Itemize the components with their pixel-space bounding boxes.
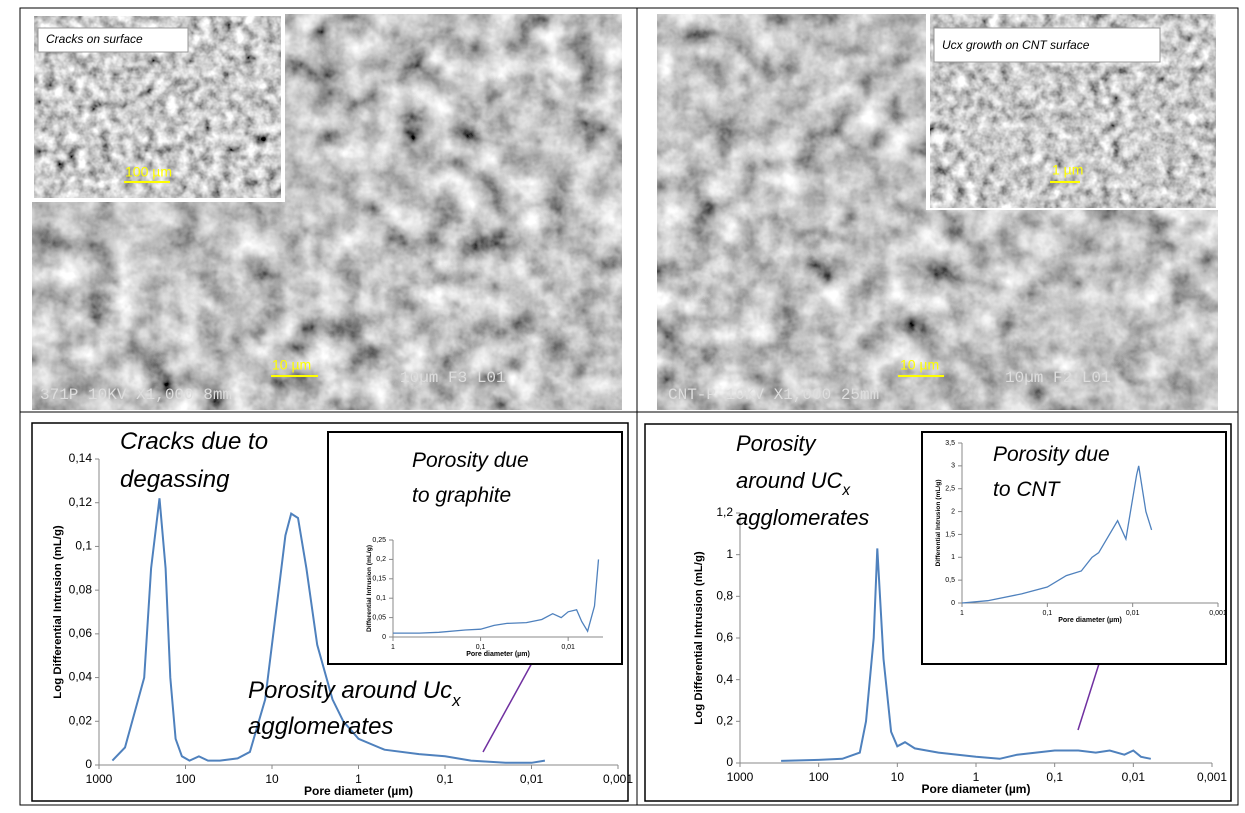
annotation-text: to graphite	[412, 484, 511, 507]
annotation-text: Porosity due	[412, 449, 529, 472]
x-tick-label: 0,001	[1209, 610, 1227, 617]
y-tick-label: 0,02	[69, 713, 93, 727]
inset-label: Cracks on surface	[46, 32, 143, 46]
annotation: agglomerates	[736, 505, 869, 530]
x-tick-label: 10	[891, 770, 905, 784]
y-axis-label: Differential Intrusion (mL/g)	[935, 479, 942, 566]
annotation-text: agglomerates	[248, 713, 393, 740]
annotation-text: degassing	[120, 466, 230, 493]
sem-footer: 10µm F3 L01	[400, 369, 506, 387]
sem-footer: 10µm F2 L01	[1005, 369, 1111, 387]
annotation-text: agglomerates	[736, 505, 869, 530]
y-tick-label: 0,2	[716, 714, 733, 728]
y-tick-label: 0,5	[945, 577, 955, 584]
y-tick-label: 0,08	[69, 582, 93, 596]
annotation-subscript: x	[841, 482, 851, 499]
annotation-text: Porosity due	[993, 443, 1110, 466]
y-tick-label: 1,5	[945, 531, 955, 538]
annotation-text: Cracks due to	[120, 428, 268, 455]
y-tick-label: 0,14	[69, 451, 93, 465]
x-tick-label: 0,01	[520, 772, 544, 786]
x-tick-label: 0,001	[1197, 770, 1227, 784]
sem-footer: CNT-P 10KV X1,000 25mm	[668, 386, 879, 404]
x-tick-label: 1000	[86, 772, 113, 786]
y-axis-label: Log Differential Intrusion (mL/g)	[52, 525, 64, 699]
y-tick-label: 0,05	[372, 614, 386, 621]
y-tick-label: 3	[951, 463, 955, 470]
annotation: Porosity due	[412, 449, 529, 472]
x-axis-label: Pore diameter (µm)	[466, 651, 530, 658]
figure: Cracks on surface 100 µm 10 µm 371P 10KV…	[0, 0, 1245, 808]
x-tick-label: 0,1	[476, 644, 486, 651]
inset-frame	[922, 432, 1226, 664]
y-tick-label: 0,1	[376, 595, 386, 602]
x-axis-label: Pore diameter (µm)	[922, 782, 1031, 796]
annotation: Porosity	[736, 431, 817, 456]
x-tick-label: 0,1	[1042, 610, 1052, 617]
x-tick-label: 1	[960, 610, 964, 617]
y-tick-label: 1	[726, 547, 733, 561]
annotation: degassing	[120, 466, 230, 493]
y-tick-label: 0	[951, 600, 955, 607]
x-tick-label: 0,01	[1122, 770, 1146, 784]
annotation: Porosity due	[993, 443, 1110, 466]
y-tick-label: 0,8	[716, 589, 733, 603]
y-tick-label: 0,15	[372, 576, 386, 583]
y-tick-label: 0,6	[716, 630, 733, 644]
y-tick-label: 0	[382, 634, 386, 641]
y-tick-label: 1	[951, 554, 955, 561]
x-tick-label: 0,1	[1046, 770, 1063, 784]
annotation-subscript: x	[451, 691, 461, 710]
x-tick-label: 1	[391, 644, 395, 651]
annotation: to graphite	[412, 484, 511, 507]
scale-label: 100 µm	[125, 164, 172, 180]
scale-label: 10 µm	[900, 357, 939, 373]
scale-label: 1 µm	[1052, 162, 1083, 178]
y-tick-label: 0,04	[69, 670, 93, 684]
inset-label: Ucx growth on CNT surface	[942, 38, 1090, 52]
y-axis-label: Differential Intrusion (mL/g)	[366, 545, 373, 632]
x-tick-label: 10	[265, 772, 279, 786]
y-tick-label: 0	[726, 755, 733, 769]
y-tick-label: 0,06	[69, 626, 93, 640]
annotation-text: to CNT	[993, 478, 1062, 501]
y-tick-label: 1,2	[716, 505, 733, 519]
annotation: agglomerates	[248, 713, 393, 740]
y-tick-label: 0,2	[376, 556, 386, 563]
x-tick-label: 0,01	[1126, 610, 1140, 617]
x-tick-label: 100	[175, 772, 195, 786]
y-tick-label: 0,12	[69, 495, 93, 509]
x-axis-label: Pore diameter (µm)	[304, 784, 413, 798]
y-tick-label: 3,5	[945, 440, 955, 447]
y-tick-label: 2	[951, 508, 955, 515]
x-tick-label: 0,1	[437, 772, 454, 786]
sem-footer: 371P 10KV X1,000 8mm	[40, 386, 232, 404]
annotation: to CNT	[993, 478, 1062, 501]
annotation-text: Porosity	[736, 431, 817, 456]
y-tick-label: 2,5	[945, 486, 955, 493]
y-tick-label: 0,25	[372, 537, 386, 544]
x-axis-label: Pore diameter (µm)	[1058, 617, 1122, 624]
y-tick-label: 0	[85, 757, 92, 771]
y-tick-label: 0,1	[75, 539, 92, 553]
scale-label: 10 µm	[272, 357, 311, 373]
annotation: Cracks due to	[120, 428, 268, 455]
x-tick-label: 1000	[727, 770, 754, 784]
x-tick-label: 0,001	[603, 772, 633, 786]
x-tick-label: 100	[809, 770, 829, 784]
x-tick-label: 0,01	[561, 644, 575, 651]
annotation-text: Porosity around Uc	[248, 677, 452, 704]
y-tick-label: 0,4	[716, 672, 733, 686]
y-axis-label: Log Differential Intrusion (mL/g)	[693, 551, 705, 725]
annotation-text: around UC	[736, 468, 843, 493]
